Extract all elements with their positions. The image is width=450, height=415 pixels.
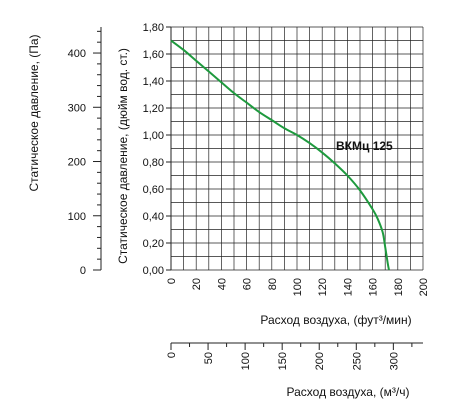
x-tick-label: 180	[393, 278, 405, 296]
m3h-axis-label: Расход воздуха, (м³/ч)	[287, 385, 410, 399]
m3h-tick-label: 300	[388, 352, 400, 370]
x-tick-label: 160	[368, 278, 380, 296]
pa-tick-label: 0	[80, 265, 86, 277]
x-tick-label: 0	[166, 278, 178, 284]
y-tick-label: 0,80	[143, 157, 164, 169]
x-tick-label: 40	[216, 278, 228, 290]
y-tick-label: 1,80	[143, 22, 164, 34]
y-axis-label: Статическое давление, (дюйм вод. ст.)	[116, 48, 130, 264]
axes	[93, 26, 423, 350]
pa-tick-label: 200	[68, 157, 86, 169]
y-tick-label: 1,40	[143, 76, 164, 88]
y-tick-label: 0,20	[143, 238, 164, 250]
series-line	[170, 39, 390, 271]
y-tick-label: 0,60	[143, 184, 164, 196]
series-layer	[170, 39, 390, 271]
x-tick-label: 140	[342, 278, 354, 296]
x-tick-label: 120	[317, 278, 329, 296]
y-tick-label: 1,00	[143, 130, 164, 142]
m3h-tick-label: 0	[166, 352, 178, 358]
x-tick-label: 200	[418, 278, 430, 296]
m3h-tick-label: 100	[240, 352, 252, 370]
x-tick-label: 60	[242, 278, 254, 290]
m3h-tick-label: 150	[277, 352, 289, 370]
m3h-tick-label: 50	[203, 352, 215, 364]
y-tick-label: 0,40	[143, 211, 164, 223]
m3h-tick-label: 250	[351, 352, 363, 370]
x-tick-label: 20	[191, 278, 203, 290]
y-tick-label: 1,20	[143, 103, 164, 115]
x-tick-label: 80	[267, 278, 279, 290]
labels: 0,00 0,20 0,40 0,60 0,80 1,00 1,20 1,40 1,60 1,80…	[68, 22, 430, 370]
y-tick-label: 1,60	[143, 49, 164, 61]
pa-axis-label: Статическое давление, (Па)	[27, 34, 41, 191]
x-tick-label: 100	[292, 278, 304, 296]
grid	[170, 26, 424, 271]
x-axis-label: Расход воздуха, (фут³/мин)	[260, 313, 411, 327]
pa-tick-label: 400	[68, 48, 86, 60]
pa-tick-label: 100	[68, 211, 86, 223]
pa-tick-label: 300	[68, 102, 86, 114]
y-tick-label: 0,00	[143, 265, 164, 277]
series-label: ВКМц 125	[336, 139, 393, 153]
m3h-tick-label: 200	[314, 352, 326, 370]
